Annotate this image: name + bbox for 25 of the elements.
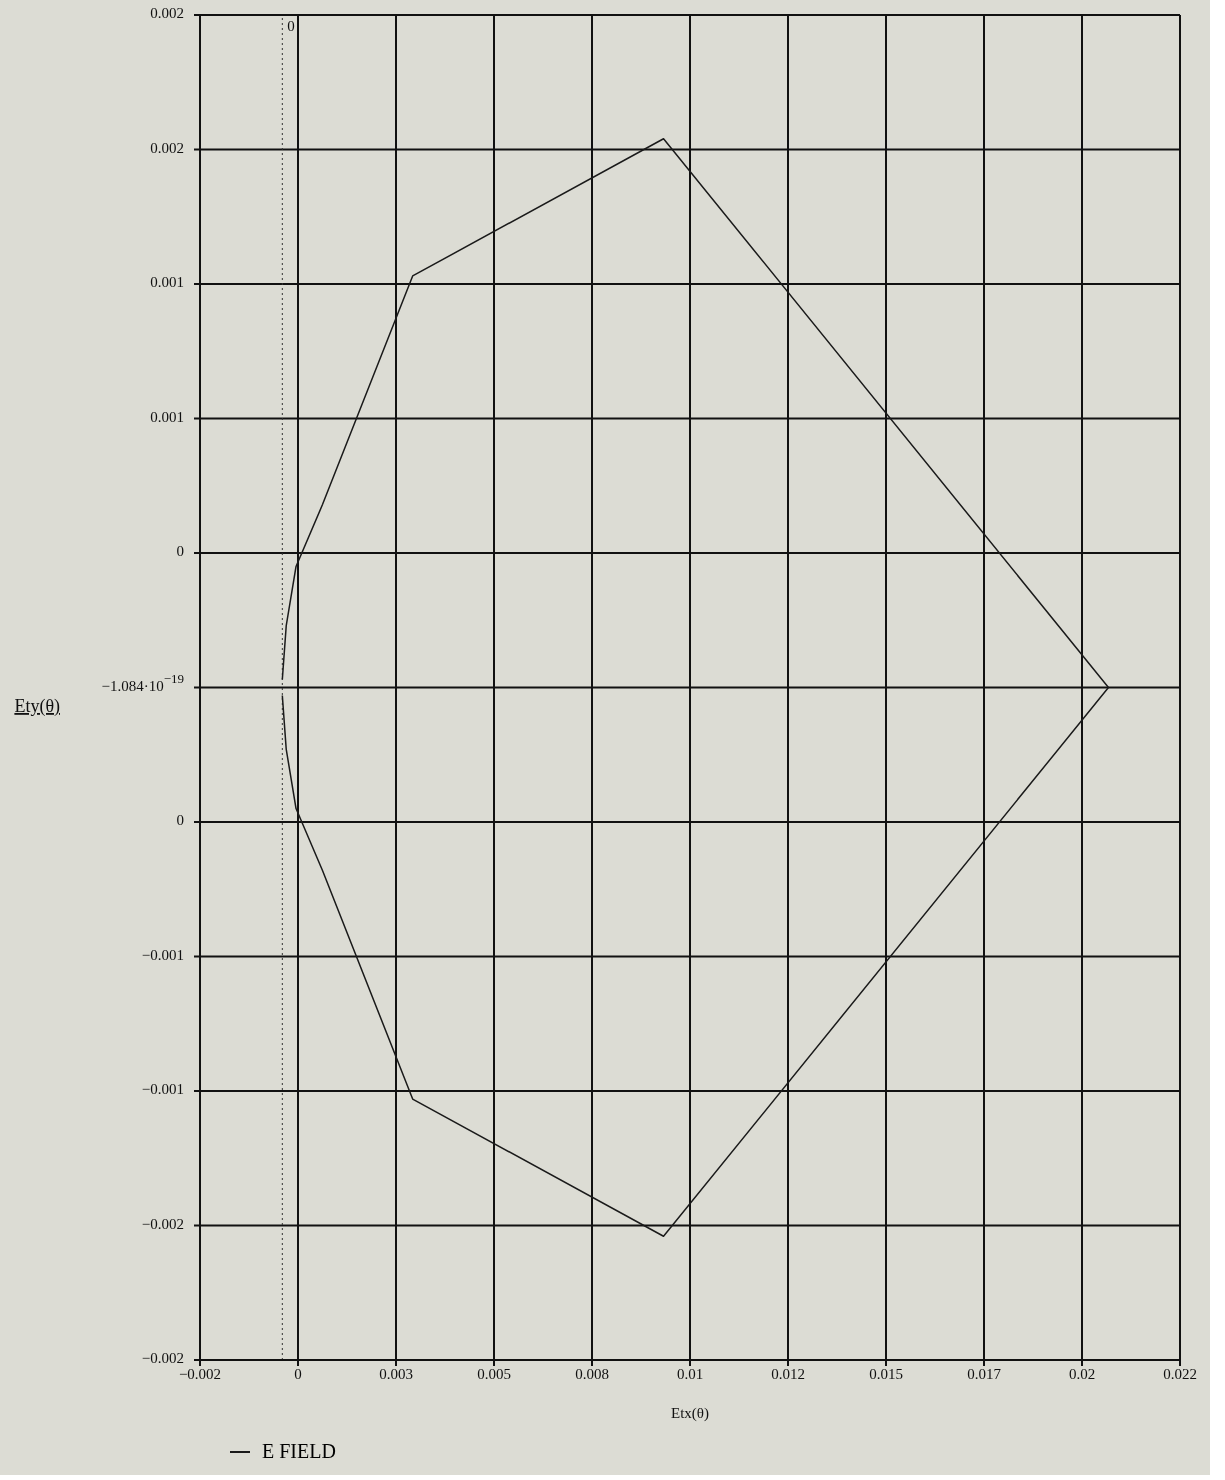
x-tick-label: 0.017 bbox=[967, 1365, 1002, 1382]
x-tick-label: 0.015 bbox=[869, 1365, 903, 1382]
y-tick-label: 0.001 bbox=[150, 274, 184, 291]
x-tick-label: 0.012 bbox=[771, 1365, 805, 1382]
y-tick-label: −0.001 bbox=[141, 1081, 184, 1098]
x-tick-label: 0.008 bbox=[575, 1365, 609, 1382]
x-tick-label: 0.005 bbox=[477, 1365, 511, 1382]
y-tick-label: −1.084·10$^{−19}$ bbox=[101, 670, 184, 694]
y-tick-label: −0.001 bbox=[141, 946, 184, 963]
y-tick-label: 0.001 bbox=[150, 408, 184, 425]
x-axis-title: Etx(θ) bbox=[670, 1405, 710, 1422]
y-tick-label: 0.002 bbox=[150, 139, 184, 156]
y-axis-title: Ety(θ) bbox=[14, 696, 60, 717]
x-tick-label: 0.01 bbox=[676, 1365, 704, 1382]
y-tick-label: 0 bbox=[176, 543, 184, 560]
y-tick-label: −0.002 bbox=[141, 1350, 184, 1367]
y-tick-label: 0 bbox=[176, 812, 184, 829]
x-tick-label: 0.022 bbox=[1163, 1365, 1197, 1382]
ref-line-label: 0 bbox=[287, 17, 295, 34]
x-tick-label: 0 bbox=[294, 1365, 302, 1382]
x-tick-label: 0.02 bbox=[1068, 1365, 1096, 1382]
y-tick-label: 0.002 bbox=[150, 5, 184, 22]
x-tick-label: 0.003 bbox=[379, 1365, 413, 1382]
y-tick-label: −0.002 bbox=[141, 1215, 184, 1232]
legend-label: E FIELD bbox=[262, 1440, 336, 1463]
